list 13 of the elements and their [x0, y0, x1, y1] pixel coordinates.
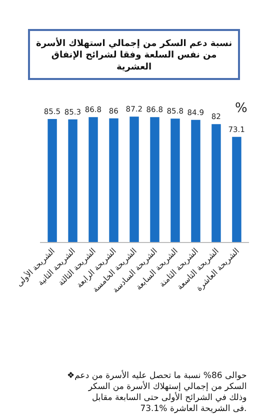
bar [150, 117, 160, 242]
bar [130, 116, 139, 242]
bar [232, 136, 242, 242]
bar [88, 117, 98, 242]
text: % [235, 101, 248, 116]
bar [48, 119, 57, 242]
bar [191, 120, 200, 242]
chart-title: نسبة دعم السكر من إجمالي استهلاك الأسرة من نفس السلعة وفقا لشرائح الإنفاق العشرية [36, 37, 232, 72]
bar [212, 124, 221, 242]
bar [170, 118, 180, 242]
bar [109, 118, 118, 242]
text: ❖حوالى 86% نسبة ما تحصل عليه الأسرة من دعم السكر من إجمالي إستهلاك الأسرة من السكر وذلك في الشرائح الأولى حتى السابعة مقابل 73.1% فى الشريحة العاشرة. [67, 369, 247, 414]
bar [68, 119, 78, 242]
